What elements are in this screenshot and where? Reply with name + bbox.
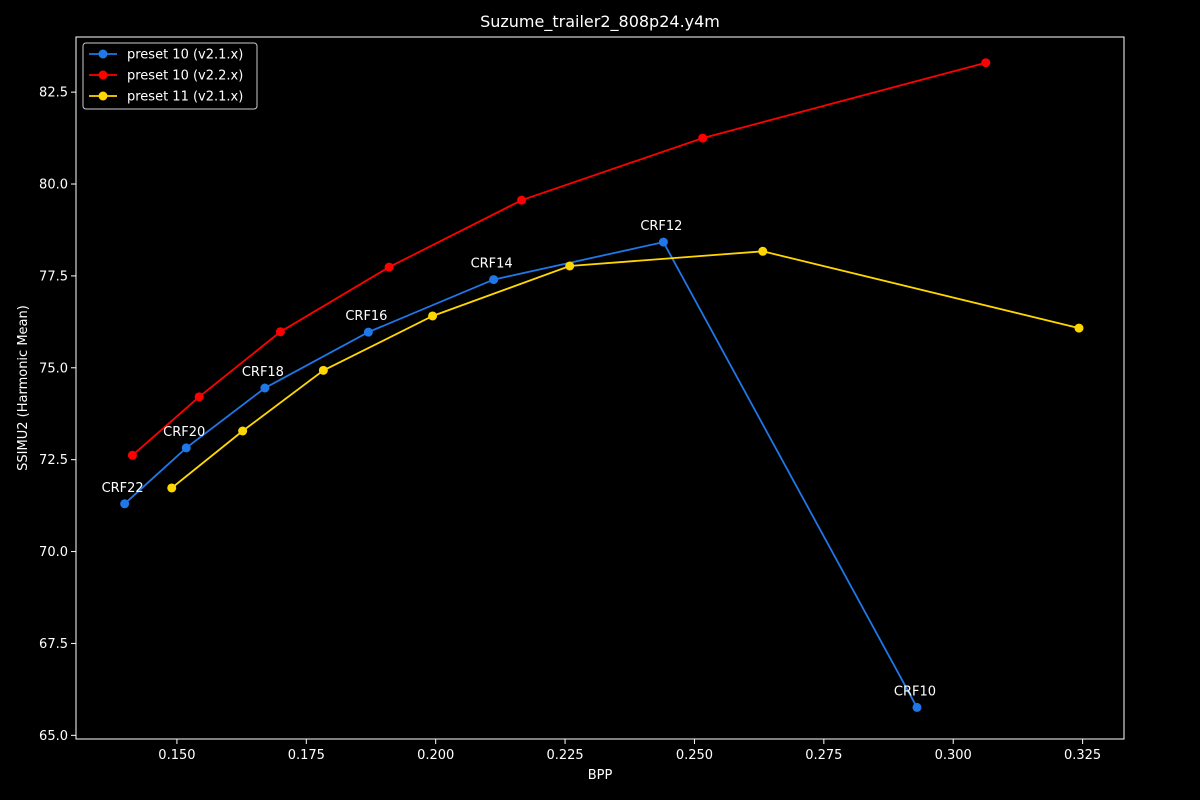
data-point bbox=[981, 58, 991, 68]
y-tick-label: 82.5 bbox=[39, 86, 68, 101]
point-annotation: CRF10 bbox=[894, 684, 936, 699]
data-point bbox=[238, 426, 248, 436]
legend-label: preset 10 (v2.1.x) bbox=[127, 48, 243, 63]
x-tick-label: 0.275 bbox=[805, 748, 842, 763]
y-axis: 65.0 67.5 70.0 72.5 75.0 77.5 80.0 82.5 bbox=[39, 86, 76, 744]
legend-box bbox=[82, 42, 258, 110]
x-tick-label: 0.300 bbox=[935, 748, 972, 763]
y-tick-label: 65.0 bbox=[39, 729, 68, 744]
data-point bbox=[181, 443, 191, 453]
data-point bbox=[120, 499, 130, 509]
y-tick-label: 72.5 bbox=[39, 453, 68, 468]
data-point bbox=[363, 327, 373, 337]
data-point bbox=[318, 365, 328, 375]
y-tick-label: 67.5 bbox=[39, 637, 68, 652]
y-tick-label: 77.5 bbox=[39, 269, 68, 284]
y-tick-label: 80.0 bbox=[39, 178, 68, 193]
x-tick-label: 0.175 bbox=[288, 748, 325, 763]
point-annotation: CRF20 bbox=[163, 425, 205, 440]
x-axis-label: BPP bbox=[588, 768, 613, 783]
point-annotation: CRF16 bbox=[345, 309, 387, 324]
data-point bbox=[517, 195, 527, 205]
legend-label: preset 11 (v2.1.x) bbox=[127, 90, 243, 105]
x-tick-label: 0.250 bbox=[676, 748, 713, 763]
data-point bbox=[758, 246, 768, 256]
data-point bbox=[194, 392, 204, 402]
data-point bbox=[260, 383, 270, 393]
legend-marker bbox=[98, 49, 108, 59]
x-tick-label: 0.150 bbox=[158, 748, 195, 763]
data-point bbox=[275, 327, 285, 337]
legend-marker bbox=[98, 70, 108, 80]
series-layer bbox=[120, 58, 1084, 712]
data-point bbox=[167, 483, 177, 493]
annotation-layer: CRF22 CRF20 CRF18 CRF16 CRF14 CRF12 CRF10 bbox=[102, 219, 936, 699]
x-tick-label: 0.225 bbox=[546, 748, 583, 763]
y-tick-label: 70.0 bbox=[39, 545, 68, 560]
data-point bbox=[428, 311, 438, 321]
data-point bbox=[912, 702, 922, 712]
x-tick-label: 0.200 bbox=[417, 748, 454, 763]
y-tick-label: 75.0 bbox=[39, 361, 68, 376]
legend-marker bbox=[98, 91, 108, 101]
data-point bbox=[698, 133, 708, 143]
x-tick-label: 0.325 bbox=[1064, 748, 1101, 763]
point-annotation: CRF12 bbox=[640, 219, 682, 234]
legend-label: preset 10 (v2.2.x) bbox=[127, 69, 243, 84]
point-annotation: CRF22 bbox=[102, 481, 144, 496]
data-point bbox=[384, 262, 394, 272]
data-point bbox=[1074, 323, 1084, 333]
x-axis: 0.150 0.175 0.200 0.225 0.250 0.275 0.300 0.325 bbox=[158, 739, 1101, 763]
data-point bbox=[565, 261, 575, 271]
point-annotation: CRF14 bbox=[471, 257, 513, 272]
y-axis-label: SSIMU2 (Harmonic Mean) bbox=[16, 305, 31, 471]
chart-title: Suzume_trailer2_808p24.y4m bbox=[480, 12, 720, 32]
legend: preset 10 (v2.1.x) preset 10 (v2.2.x) pres… bbox=[82, 42, 258, 110]
point-annotation: CRF18 bbox=[242, 365, 284, 380]
data-point bbox=[127, 450, 137, 460]
data-point bbox=[489, 275, 499, 285]
data-point bbox=[658, 237, 668, 247]
plot-area bbox=[75, 36, 1125, 740]
